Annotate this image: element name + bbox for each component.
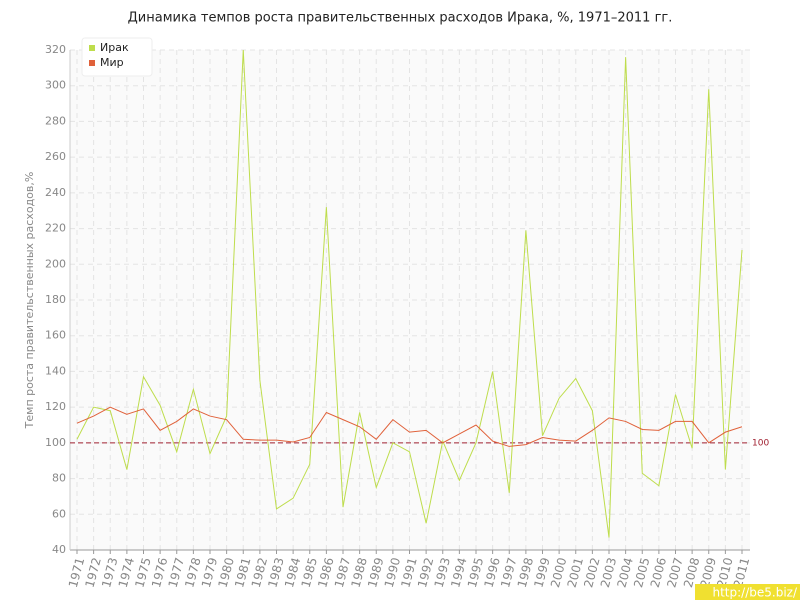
legend-swatch bbox=[89, 60, 95, 66]
y-tick-label: 200 bbox=[45, 257, 66, 270]
watermark-bg bbox=[695, 584, 800, 600]
legend-box bbox=[81, 37, 153, 77]
y-tick-label: 300 bbox=[45, 79, 66, 92]
y-tick-label: 260 bbox=[45, 150, 66, 163]
y-tick-label: 140 bbox=[45, 364, 66, 377]
reference-label: 100 bbox=[752, 438, 769, 448]
watermark: http://be5.biz/ bbox=[712, 586, 797, 600]
y-tick-label: 80 bbox=[52, 472, 66, 485]
legend-label: Мир bbox=[100, 56, 124, 69]
y-tick-label: 180 bbox=[45, 293, 66, 306]
y-tick-label: 40 bbox=[52, 543, 66, 556]
y-tick-label: 220 bbox=[45, 222, 66, 235]
y-tick-label: 100 bbox=[45, 436, 66, 449]
legend-label: Ирак bbox=[100, 41, 129, 54]
y-tick-label: 280 bbox=[45, 114, 66, 127]
y-axis-label: Темп роста правительственных расходов,% bbox=[23, 172, 36, 430]
series-line bbox=[76, 49, 743, 538]
y-tick-label: 120 bbox=[45, 400, 66, 413]
series-line bbox=[76, 406, 743, 447]
y-tick-label: 160 bbox=[45, 329, 66, 342]
y-tick-label: 320 bbox=[45, 43, 66, 56]
y-tick-label: 60 bbox=[52, 507, 66, 520]
chart-title: Динамика темпов роста правительственных … bbox=[128, 11, 673, 26]
legend-swatch bbox=[89, 45, 95, 51]
y-tick-label: 240 bbox=[45, 186, 66, 199]
